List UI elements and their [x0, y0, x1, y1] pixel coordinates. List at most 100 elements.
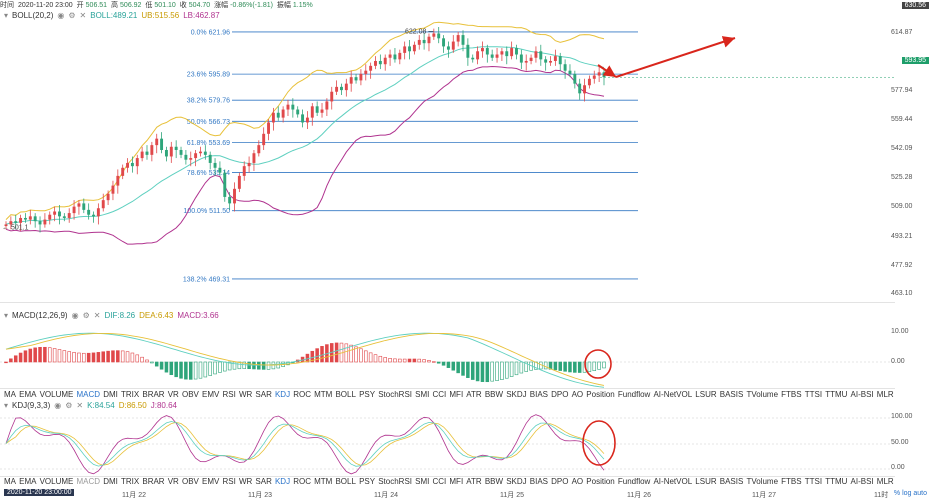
indicator-tab-roc[interactable]: ROC	[293, 477, 311, 486]
indicator-tab-smi[interactable]: SMI	[415, 477, 430, 486]
indicator-tab-mfi[interactable]: MFI	[449, 390, 464, 399]
kdj-chart[interactable]	[0, 410, 895, 478]
indicator-tab-obv[interactable]: OBV	[181, 477, 199, 486]
collapse-icon[interactable]: ▾	[4, 401, 9, 410]
eye-icon[interactable]: ◉	[71, 311, 79, 320]
indicator-tab-brar[interactable]: BRAR	[142, 390, 165, 399]
indicator-tab-kdj[interactable]: KDJ	[274, 477, 291, 486]
indicator-tab-mtm[interactable]: MTM	[314, 477, 333, 486]
indicator-tab-ftbs[interactable]: FTBS	[781, 390, 802, 399]
macd-chart[interactable]	[0, 322, 895, 388]
indicator-tab-bias[interactable]: BIAS	[529, 477, 548, 486]
indicator-tab-ttmu[interactable]: TTMU	[825, 390, 848, 399]
collapse-icon[interactable]: ▾	[4, 311, 9, 320]
indicator-tab-ema[interactable]: EMA	[19, 477, 37, 486]
indicator-tab-psy[interactable]: PSY	[359, 477, 376, 486]
indicator-tab-macd[interactable]: MACD	[76, 477, 101, 486]
percent-button[interactable]: %	[893, 490, 901, 497]
indicator-tab-position[interactable]: Position	[586, 477, 615, 486]
indicator-tab-ftbs[interactable]: FTBS	[781, 477, 802, 486]
indicator-tab-obv[interactable]: OBV	[181, 390, 199, 399]
gear-icon[interactable]: ⚙	[65, 401, 73, 410]
indicator-tab-sar[interactable]: SAR	[255, 477, 272, 486]
indicator-tab-atr[interactable]: ATR	[466, 477, 482, 486]
indicator-tab-wr[interactable]: WR	[238, 477, 253, 486]
indicator-tab-vr[interactable]: VR	[167, 390, 179, 399]
indicator-tab-vr[interactable]: VR	[167, 477, 179, 486]
indicator-tab-mlr[interactable]: MLR	[876, 477, 894, 486]
indicator-tab-ai-bsi[interactable]: AI-BSI	[850, 390, 874, 399]
indicator-tab-stochrsi[interactable]: StochRSI	[378, 477, 412, 486]
collapse-icon[interactable]: ▾	[4, 11, 9, 20]
indicator-tab-smi[interactable]: SMI	[415, 390, 430, 399]
indicator-tab-macd[interactable]: MACD	[76, 390, 101, 399]
indicator-tab-basis[interactable]: BASIS	[719, 477, 744, 486]
indicator-tab-boll[interactable]: BOLL	[335, 390, 356, 399]
indicator-tab-cci[interactable]: CCI	[432, 477, 447, 486]
indicator-tab-emv[interactable]: EMV	[202, 477, 220, 486]
indicator-tab-cci[interactable]: CCI	[432, 390, 447, 399]
eye-icon[interactable]: ◉	[57, 11, 65, 20]
auto-button[interactable]: auto	[913, 490, 927, 497]
indicator-tab-ai-bsi[interactable]: AI-BSI	[850, 477, 874, 486]
price-chart[interactable]: 0.0% 621.96 23.6% 595.89 38.2% 579.76 50.0%…	[0, 10, 895, 300]
indicator-tab-bbw[interactable]: BBW	[484, 390, 504, 399]
indicator-tab-bbw[interactable]: BBW	[484, 477, 504, 486]
indicator-tab-ai-netvol[interactable]: AI-NetVOL	[653, 390, 693, 399]
close-icon[interactable]: ✕	[93, 311, 101, 320]
indicator-tab-fundflow[interactable]: Fundflow	[617, 390, 651, 399]
indicator-tab-roc[interactable]: ROC	[293, 390, 311, 399]
candle-body	[262, 133, 266, 146]
indicator-tab-ttmu[interactable]: TTMU	[825, 477, 848, 486]
indicator-tab-volume[interactable]: VOLUME	[39, 390, 74, 399]
indicator-tab-ema[interactable]: EMA	[19, 390, 37, 399]
pane-divider[interactable]	[0, 388, 895, 389]
eye-icon[interactable]: ◉	[54, 401, 62, 410]
indicator-tab-mfi[interactable]: MFI	[449, 477, 464, 486]
indicator-tab-lsur[interactable]: LSUR	[695, 477, 717, 486]
pane-divider[interactable]	[0, 476, 895, 477]
gear-icon[interactable]: ⚙	[68, 11, 76, 20]
indicator-tab-ao[interactable]: AO	[571, 390, 584, 399]
indicator-tab-basis[interactable]: BASIS	[719, 390, 744, 399]
indicator-tab-tvolume[interactable]: TVolume	[746, 390, 779, 399]
indicator-tab-ao[interactable]: AO	[571, 477, 584, 486]
indicator-tab-fundflow[interactable]: Fundflow	[617, 477, 651, 486]
indicator-tab-emv[interactable]: EMV	[202, 390, 220, 399]
gear-icon[interactable]: ⚙	[82, 311, 90, 320]
indicator-tab-ttsi[interactable]: TTSI	[804, 477, 823, 486]
indicator-tab-mlr[interactable]: MLR	[876, 390, 894, 399]
close-icon[interactable]: ✕	[76, 401, 84, 410]
indicator-tab-wr[interactable]: WR	[238, 390, 253, 399]
indicator-tab-skdj[interactable]: SKDJ	[506, 477, 527, 486]
indicator-tab-dpo[interactable]: DPO	[551, 477, 569, 486]
indicator-tab-ma[interactable]: MA	[4, 477, 16, 486]
indicator-tab-rsi[interactable]: RSI	[222, 477, 236, 486]
indicator-tab-volume[interactable]: VOLUME	[39, 477, 74, 486]
indicator-tab-stochrsi[interactable]: StochRSI	[378, 390, 412, 399]
indicator-tab-kdj[interactable]: KDJ	[274, 390, 291, 399]
indicator-tab-dmi[interactable]: DMI	[103, 390, 118, 399]
indicator-tab-trix[interactable]: TRIX	[121, 477, 140, 486]
indicator-tab-rsi[interactable]: RSI	[222, 390, 236, 399]
indicator-tab-ma[interactable]: MA	[4, 390, 16, 399]
indicator-tab-skdj[interactable]: SKDJ	[506, 390, 527, 399]
indicator-tab-lsur[interactable]: LSUR	[695, 390, 717, 399]
indicator-tab-ttsi[interactable]: TTSI	[804, 390, 823, 399]
indicator-tab-dmi[interactable]: DMI	[103, 477, 118, 486]
indicator-tab-bias[interactable]: BIAS	[529, 390, 548, 399]
log-button[interactable]: log	[902, 490, 912, 497]
close-icon[interactable]: ✕	[79, 11, 87, 20]
indicator-tab-trix[interactable]: TRIX	[121, 390, 140, 399]
indicator-tab-position[interactable]: Position	[586, 390, 615, 399]
pane-divider[interactable]	[0, 302, 895, 303]
indicator-tab-ai-netvol[interactable]: AI-NetVOL	[653, 477, 693, 486]
indicator-tab-sar[interactable]: SAR	[255, 390, 272, 399]
indicator-tab-atr[interactable]: ATR	[466, 390, 482, 399]
indicator-tab-psy[interactable]: PSY	[359, 390, 376, 399]
indicator-tab-mtm[interactable]: MTM	[314, 390, 333, 399]
indicator-tab-dpo[interactable]: DPO	[551, 390, 569, 399]
indicator-tab-tvolume[interactable]: TVolume	[746, 477, 779, 486]
indicator-tab-brar[interactable]: BRAR	[142, 477, 165, 486]
indicator-tab-boll[interactable]: BOLL	[335, 477, 356, 486]
